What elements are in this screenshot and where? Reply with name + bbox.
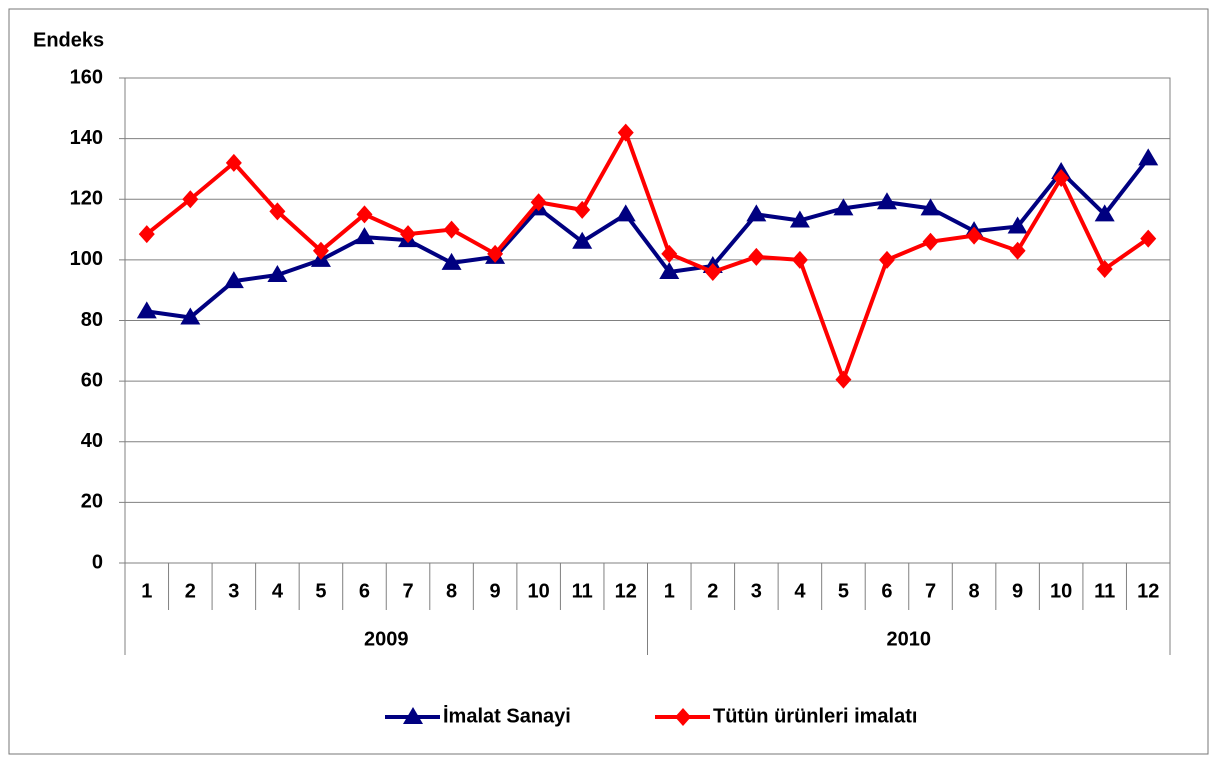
x-tick-label: 11 xyxy=(1094,580,1115,602)
data-point xyxy=(1096,259,1113,278)
y-tick-label: 160 xyxy=(70,66,103,88)
data-point xyxy=(789,210,810,228)
data-point xyxy=(269,202,286,221)
x-tick-label: 4 xyxy=(794,580,806,602)
x-tick-label: 12 xyxy=(1137,580,1159,602)
data-point xyxy=(1007,216,1028,234)
x-tick-label: 1 xyxy=(664,580,675,602)
y-tick-label: 20 xyxy=(81,491,103,513)
x-tick-label: 9 xyxy=(1012,580,1023,602)
legend-label: Tütün ürünleri imalatı xyxy=(713,705,917,727)
data-point xyxy=(748,247,765,266)
y-tick-label: 0 xyxy=(92,551,103,573)
data-point xyxy=(920,198,941,216)
x-tick-label: 1 xyxy=(141,580,152,602)
data-point xyxy=(223,271,244,289)
data-point xyxy=(876,192,897,210)
y-tick-label: 100 xyxy=(70,248,103,270)
data-point xyxy=(354,227,375,245)
legend-marker xyxy=(403,707,423,724)
x-tick-label: 11 xyxy=(572,580,593,602)
y-axis-label: Endeks xyxy=(33,29,104,51)
data-point xyxy=(312,241,329,260)
y-tick-label: 40 xyxy=(81,430,103,452)
data-point xyxy=(1009,241,1026,260)
data-point xyxy=(659,262,680,279)
data-point xyxy=(138,225,155,244)
data-point xyxy=(574,200,591,219)
x-tick-label: 7 xyxy=(925,580,936,602)
x-tick-label: 4 xyxy=(272,580,284,602)
data-point xyxy=(1140,229,1157,248)
x-tick-label: 12 xyxy=(615,580,637,602)
x-tick-label: 8 xyxy=(969,580,980,602)
data-point xyxy=(572,231,593,249)
data-point xyxy=(1094,204,1115,222)
x-tick-label: 2 xyxy=(185,580,196,602)
legend-label: İmalat Sanayi xyxy=(443,704,571,727)
data-point xyxy=(180,307,201,325)
series-line xyxy=(145,130,1150,382)
data-point xyxy=(791,250,808,269)
x-tick-label: 3 xyxy=(228,580,239,602)
x-tick-label: 6 xyxy=(881,580,892,602)
data-point xyxy=(922,232,939,251)
x-tick-label: 7 xyxy=(402,580,413,602)
data-point xyxy=(441,252,462,270)
x-tick-label: 5 xyxy=(315,580,326,602)
data-point xyxy=(617,123,634,142)
data-point xyxy=(833,198,854,216)
x-tick-label: 5 xyxy=(838,580,849,602)
data-point xyxy=(966,226,983,245)
data-point xyxy=(615,204,636,222)
legend-marker xyxy=(675,708,691,726)
x-tick-label: 10 xyxy=(528,580,550,602)
data-point xyxy=(182,190,199,209)
x-tick-label: 10 xyxy=(1050,580,1072,602)
y-tick-label: 80 xyxy=(81,309,103,331)
x-tick-label: 9 xyxy=(490,580,501,602)
y-tick-label: 60 xyxy=(81,369,103,391)
x-tick-label: 3 xyxy=(751,580,762,602)
x-tick-label: 2 xyxy=(707,580,718,602)
data-point xyxy=(704,263,721,281)
x-tick-label: 8 xyxy=(446,580,457,602)
data-point xyxy=(356,205,373,224)
data-point xyxy=(530,193,547,212)
y-tick-label: 140 xyxy=(70,127,103,149)
data-point xyxy=(225,153,242,172)
x-tick-label: 6 xyxy=(359,580,370,602)
data-point xyxy=(400,225,417,244)
data-point xyxy=(136,301,157,319)
data-point xyxy=(443,220,460,239)
data-point xyxy=(878,250,895,269)
group-label: 2009 xyxy=(364,628,409,650)
y-tick-label: 120 xyxy=(70,188,103,210)
data-point xyxy=(746,204,767,222)
data-point xyxy=(267,265,288,283)
data-point xyxy=(835,370,852,389)
data-point xyxy=(1138,148,1159,166)
data-point xyxy=(661,244,678,263)
group-label: 2010 xyxy=(887,628,932,650)
data-point xyxy=(487,244,504,263)
data-point xyxy=(1053,169,1070,188)
